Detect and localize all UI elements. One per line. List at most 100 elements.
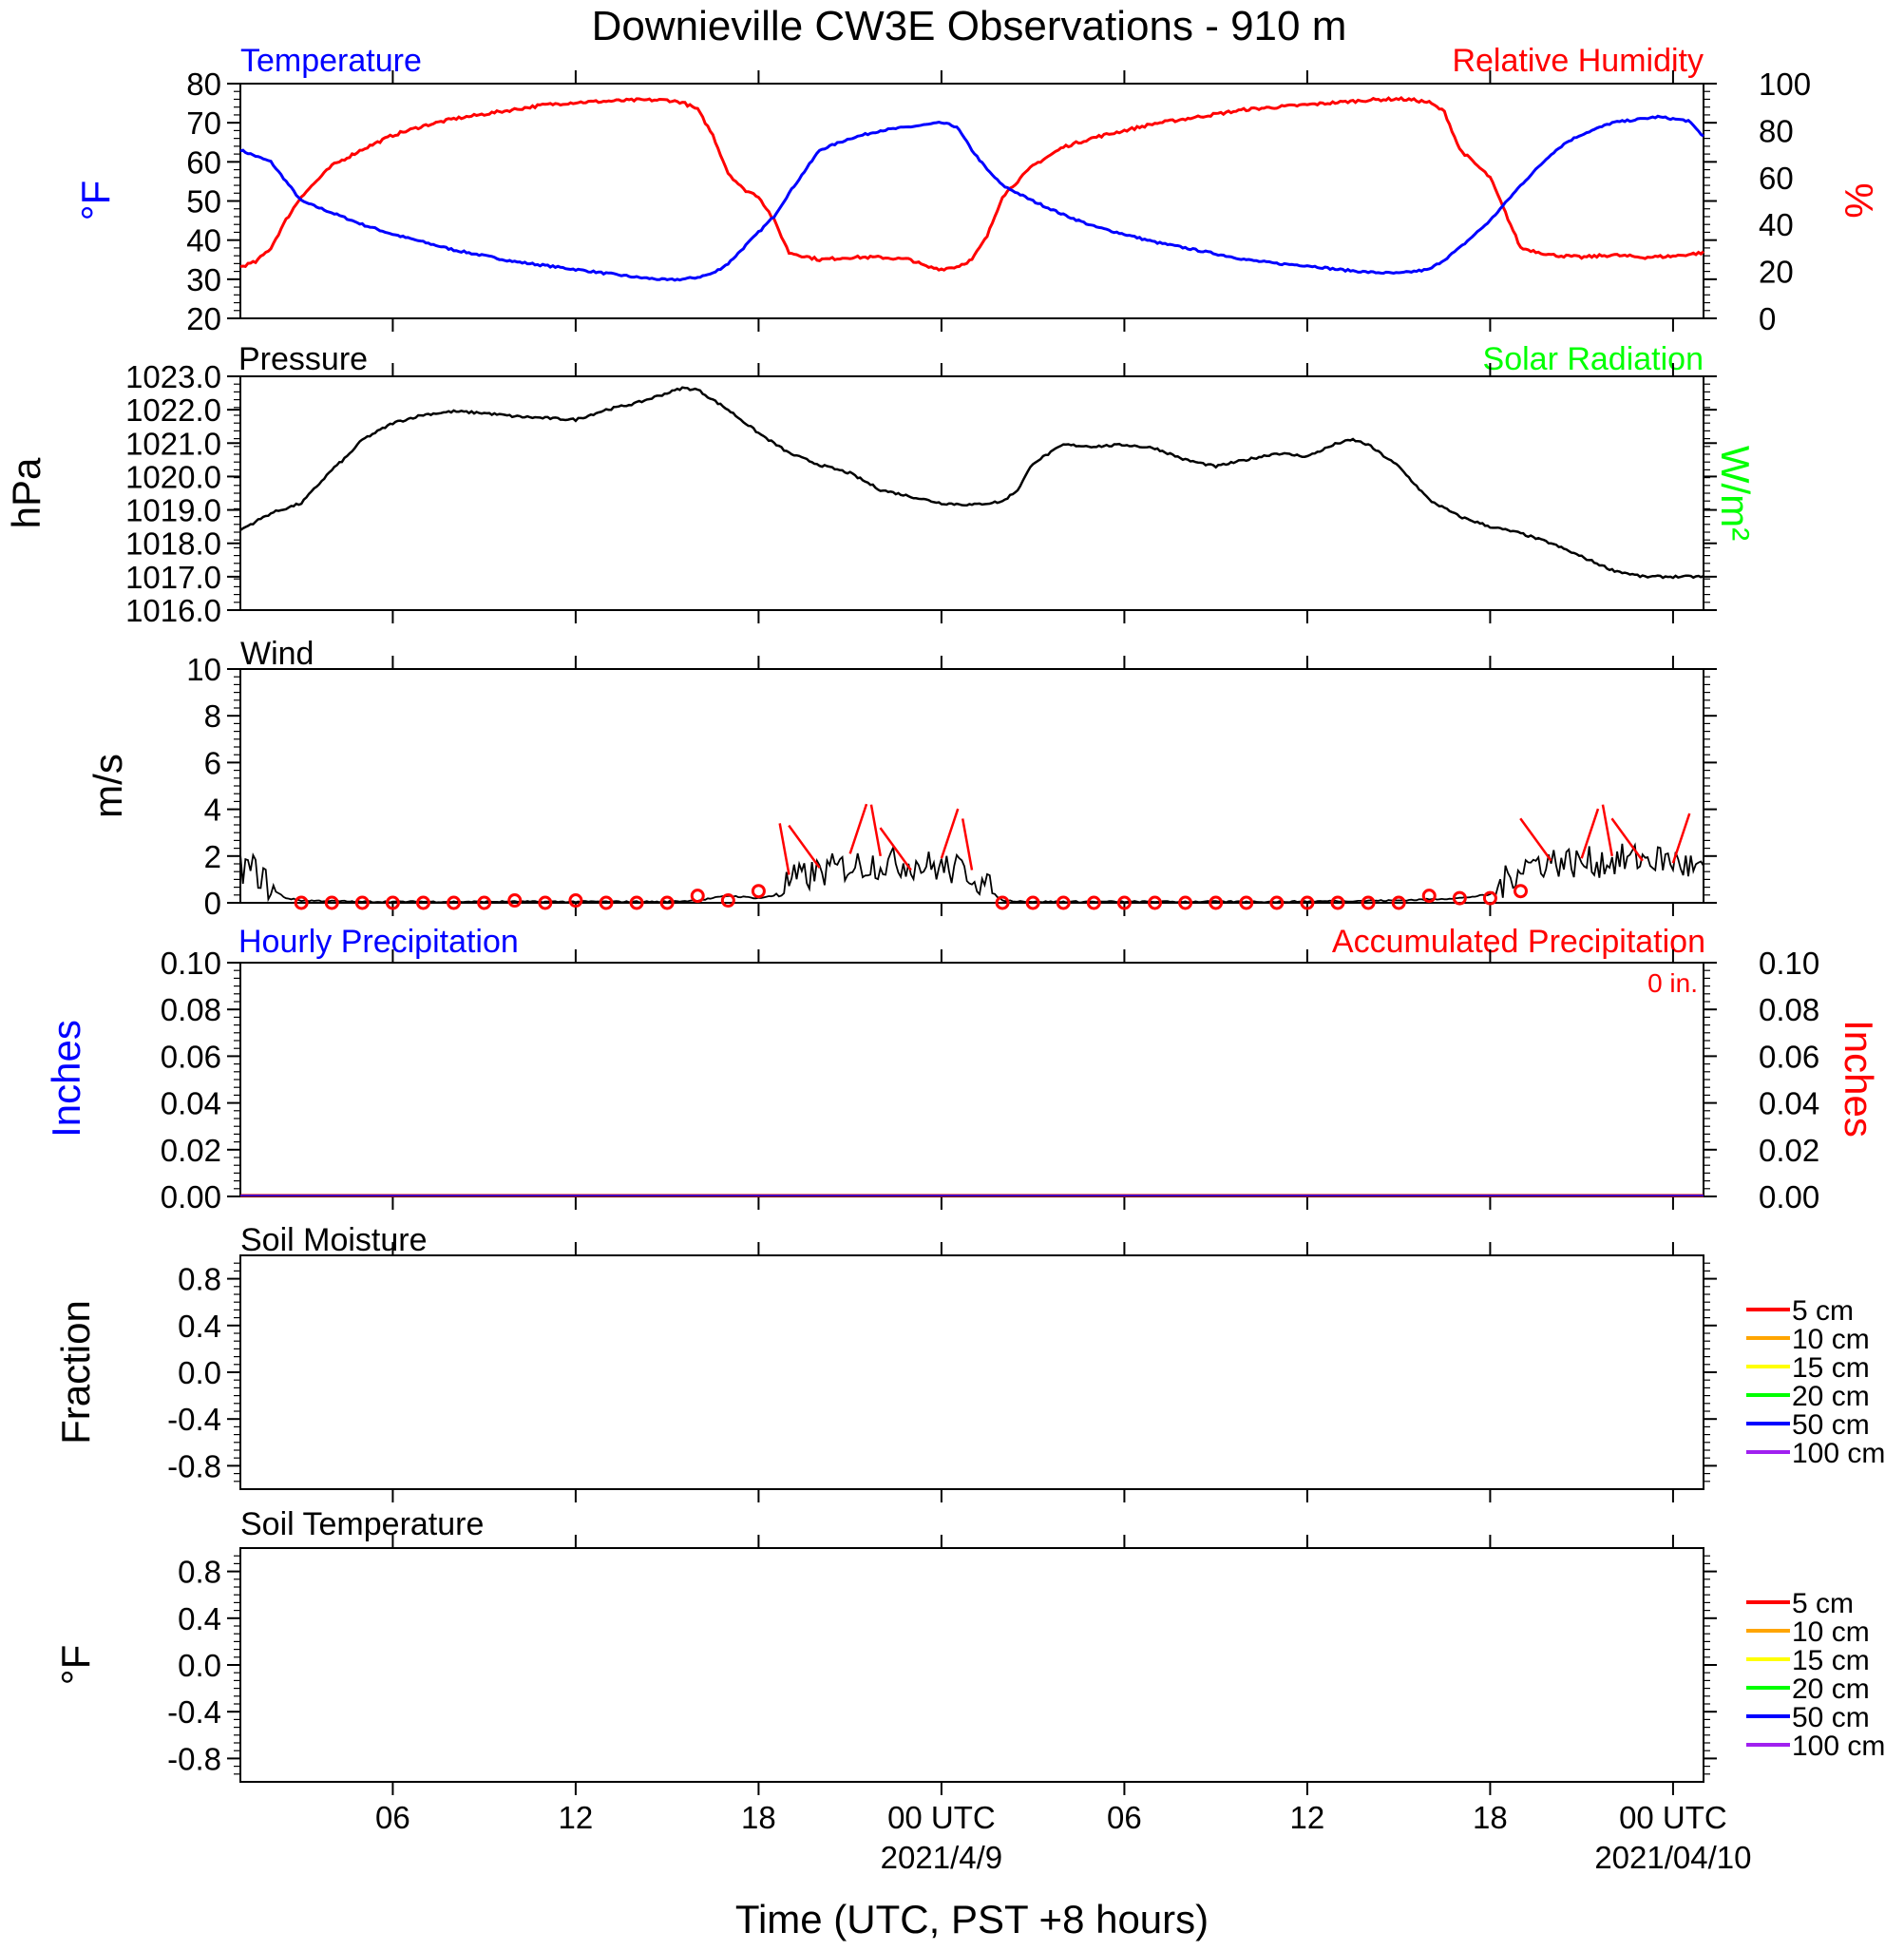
y-tick-label: 0.4: [178, 1309, 221, 1344]
wind-calm-marker: [1300, 895, 1315, 910]
solar-title: Solar Radiation: [1483, 341, 1704, 377]
panel-wind: Wind m/s 0 2 4 6 8 10: [86, 636, 1717, 921]
y-tick-label: 0.08: [161, 992, 221, 1027]
y-tick-label: 0.04: [161, 1086, 221, 1121]
y-tick-label: 1021.0: [125, 426, 221, 461]
wind-barb: [848, 803, 868, 854]
wind-calm-marker: [599, 895, 614, 910]
wind-calm-marker: [385, 895, 400, 910]
x-tick-label: 00 UTC: [887, 1800, 996, 1835]
y-tick-label: 10: [186, 652, 221, 687]
x-tick-label: 06: [1107, 1800, 1142, 1835]
temperature-title: Temperature: [240, 43, 422, 79]
time-axis-labels: 06 12 18 00 UTC 2021/4/9 06 12 18 00 UTC 2021/04/…: [375, 1800, 1751, 1875]
y-tick-label: 60: [1759, 161, 1794, 196]
wind-speed-line: [239, 842, 1704, 904]
y-tick-label: 20: [186, 301, 221, 336]
wind-title: Wind: [240, 636, 314, 672]
wind-calm-marker: [1269, 895, 1285, 910]
wind-calm-marker: [1239, 895, 1254, 910]
wind-calm-marker: [477, 895, 492, 910]
y-tick-label: 0.08: [1759, 992, 1819, 1027]
wind-calm-marker: [1056, 895, 1071, 910]
y-tick-label: 4: [204, 793, 221, 828]
wind-calm-marker: [1178, 895, 1193, 910]
x-tick-label: 12: [1290, 1800, 1325, 1835]
wind-calm-marker: [659, 895, 675, 910]
time-ticks: [391, 1242, 1674, 1502]
wind-barb: [1519, 817, 1552, 862]
hourly-precip-unit: Inches: [44, 1020, 88, 1138]
y-tick-label: 0.04: [1759, 1086, 1819, 1121]
soil-temperature-unit: °F: [53, 1645, 98, 1685]
panel-soil-temperature: Soil Temperature °F -0.8 -0.4 0.0 0.4 0.8 5 …: [53, 1506, 1885, 1795]
legend-label: 5 cm: [1792, 1295, 1854, 1327]
accum-precip-axis: 0.00 0.02 0.04 0.06 0.08 0.10: [1759, 946, 1819, 1215]
wind-calm-marker: [1391, 895, 1406, 910]
temperature-minor-ticks: [234, 90, 1710, 312]
y-tick-label: 80: [186, 67, 221, 102]
y-tick-label: 30: [186, 262, 221, 297]
panel-temp-rh: Temperature Relative Humidity °F % 20 30 4…: [73, 43, 1881, 336]
x-axis-label: Time (UTC, PST +8 hours): [735, 1897, 1209, 1941]
wind-barb: [879, 827, 912, 871]
wind-unit: m/s: [86, 754, 130, 818]
y-tick-label: 1016.0: [125, 593, 221, 628]
wind-barb: [869, 804, 882, 857]
wind-barb: [1580, 808, 1600, 859]
wind-calm-marker: [324, 895, 339, 910]
legend-label: 20 cm: [1792, 1381, 1870, 1412]
y-tick-label: 0.02: [161, 1133, 221, 1168]
y-tick-label: 1019.0: [125, 493, 221, 528]
y-tick-label: 0: [204, 886, 221, 921]
y-tick-label: 60: [186, 144, 221, 180]
wind-calm-marker: [720, 893, 735, 909]
y-tick-label: 0: [1759, 301, 1776, 336]
y-tick-label: 1017.0: [125, 560, 221, 595]
y-tick-label: 1022.0: [125, 392, 221, 428]
time-ticks: [391, 70, 1674, 332]
soil-moisture-unit: Fraction: [53, 1300, 98, 1444]
panel-frame: [239, 962, 1704, 1197]
legend-label: 10 cm: [1792, 1616, 1870, 1648]
y-tick-label: 6: [204, 745, 221, 780]
precip-minor-ticks: [234, 969, 1710, 1190]
legend-label: 10 cm: [1792, 1324, 1870, 1355]
wind-barbs: [294, 803, 1691, 910]
wind-calm-marker: [1330, 895, 1345, 910]
panel-frame: [239, 1547, 1704, 1783]
solar-unit: W/m²: [1713, 446, 1758, 541]
y-tick-label: 0.10: [161, 946, 221, 981]
x-tick-label: 06: [375, 1800, 410, 1835]
legend-label: 50 cm: [1792, 1702, 1870, 1733]
temperature-unit: °F: [73, 181, 118, 220]
wind-calm-marker: [507, 893, 523, 909]
hourly-precip-axis: 0.00 0.02 0.04 0.06 0.08 0.10: [161, 946, 1717, 1215]
wind-calm-marker: [1452, 890, 1467, 906]
y-tick-label: 40: [1759, 207, 1794, 242]
temperature-series-line: [239, 114, 1704, 282]
legend-label: 100 cm: [1792, 1438, 1885, 1469]
wind-calm-marker: [416, 895, 430, 910]
legend-label: 100 cm: [1792, 1731, 1885, 1762]
x-tick-label: 18: [1473, 1800, 1508, 1835]
wind-calm-marker: [1209, 895, 1224, 910]
panel-soil-moisture: Soil Moisture Fraction -0.8 -0.4 0.0 0.4 0.8…: [53, 1222, 1885, 1502]
wind-calm-marker: [294, 895, 309, 910]
wind-calm-marker: [1086, 895, 1101, 910]
y-tick-label: 0.8: [178, 1262, 221, 1297]
x-tick-label: 12: [559, 1800, 594, 1835]
wind-barb: [961, 818, 974, 870]
accum-precip-unit: Inches: [1837, 1020, 1881, 1138]
y-tick-label: 0.06: [161, 1039, 221, 1074]
wind-calm-marker: [629, 895, 644, 910]
soil-temperature-minor-ticks: [234, 1555, 1710, 1775]
wind-calm-marker: [447, 895, 462, 910]
wind-barb: [940, 808, 960, 859]
y-tick-label: -0.4: [167, 1402, 221, 1437]
wind-calm-marker: [751, 884, 766, 899]
y-tick-label: -0.8: [167, 1741, 221, 1776]
y-tick-label: 1018.0: [125, 526, 221, 562]
y-tick-label: 20: [1759, 255, 1794, 290]
